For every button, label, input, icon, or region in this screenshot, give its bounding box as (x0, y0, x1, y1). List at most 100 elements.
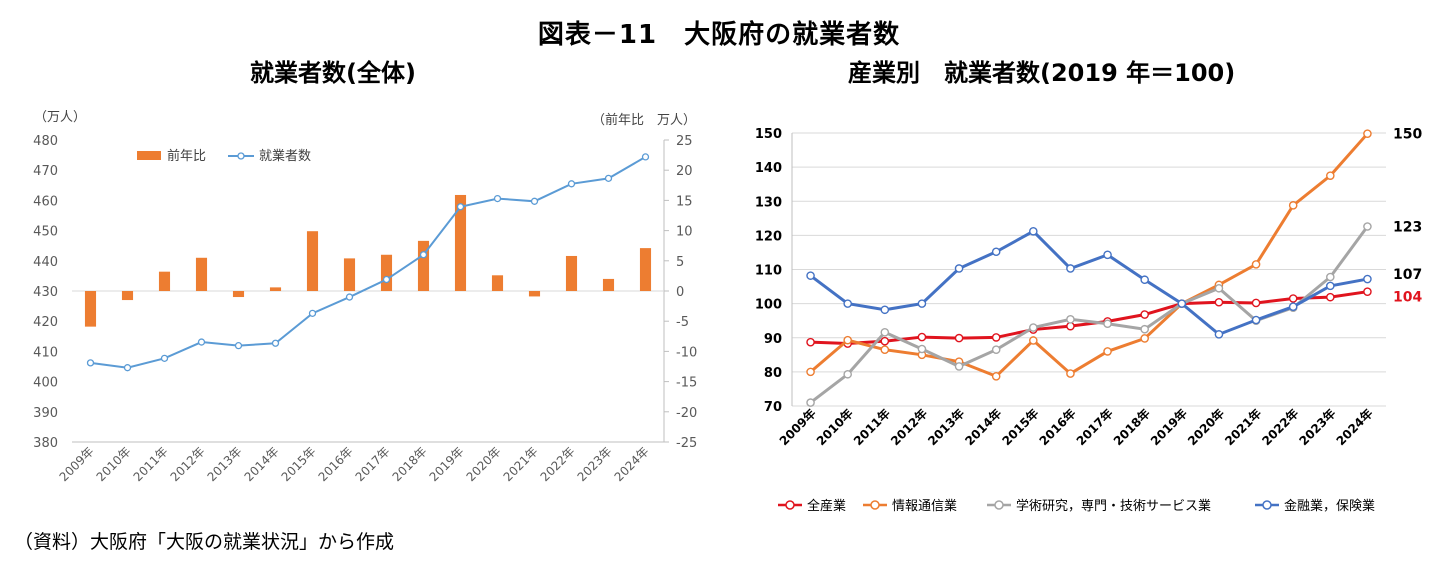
point-employed (271, 339, 280, 347)
x-tick-label: 2021年 (501, 444, 541, 484)
point-info-comm (1029, 336, 1038, 345)
point-info-comm (880, 345, 890, 354)
point-all-industries (1363, 287, 1372, 296)
legend-marker-employed (237, 152, 245, 160)
x-tick-label: 2024年 (1333, 406, 1376, 449)
legend-label-academic-research: 学術研究，専門・技術サービス業 (1016, 498, 1211, 514)
point-finance-insurance (1140, 275, 1149, 285)
y-left-tick-label: 420 (33, 315, 58, 330)
x-tick-label: 2014年 (242, 444, 282, 484)
point-employed (493, 194, 502, 203)
x-tick-label: 2010年 (813, 406, 856, 449)
line-info-comm (809, 132, 1369, 379)
line-academic-research (809, 225, 1369, 404)
y-tick-label: 150 (755, 127, 782, 142)
y-left-tick-label: 450 (33, 225, 58, 240)
point-finance-insurance (1177, 299, 1187, 308)
end-label: 123 (1393, 220, 1422, 236)
x-tick-label: 2017年 (1073, 406, 1116, 449)
y-left-tick-label: 440 (33, 255, 58, 270)
y-left-tick-label: 380 (33, 436, 58, 451)
bar-yoy (269, 287, 282, 291)
y-right-tick-label: 10 (676, 225, 693, 240)
y-right-tick-label: 25 (676, 134, 693, 149)
y-right-tick-label: 5 (676, 255, 684, 270)
point-academic-research (843, 369, 852, 379)
bar-yoy (528, 291, 541, 297)
point-academic-research (1029, 323, 1038, 332)
legend-marker-finance-insurance (1262, 500, 1272, 510)
bar-yoy (417, 240, 430, 291)
point-employed (419, 251, 428, 259)
point-info-comm (1251, 260, 1261, 269)
x-tick-label: 2009年 (57, 444, 97, 484)
y-left-tick-label: 430 (33, 285, 58, 300)
x-tick-label: 2019年 (427, 444, 467, 484)
y-tick-label: 130 (755, 195, 782, 210)
point-all-industries (1214, 297, 1224, 307)
bar-yoy (306, 231, 319, 291)
x-tick-label: 2014年 (962, 406, 1005, 449)
point-finance-insurance (1214, 330, 1224, 339)
y-right-tick-label: 15 (676, 194, 693, 209)
x-tick-label: 2024年 (612, 444, 652, 484)
point-all-industries (1066, 321, 1075, 331)
legend-marker-academic-research (994, 500, 1004, 510)
employment-total-chart: （万人） （前年比 万人） 480 470 460 450 440 430 420 410 400 3… (33, 110, 697, 484)
y-tick-label: 90 (764, 332, 782, 347)
legend-label-finance-insurance: 金融業，保険業 (1284, 498, 1375, 514)
point-employed (197, 338, 206, 346)
point-finance-insurance (1363, 274, 1372, 284)
legend-label-yoy: 前年比 (167, 148, 206, 164)
x-tick-label: 2012年 (168, 444, 208, 484)
point-academic-research (1363, 222, 1372, 231)
x-tick-label: 2022年 (1259, 406, 1302, 449)
point-finance-insurance (1029, 226, 1038, 236)
legend-label-info-comm: 情報通信業 (892, 498, 957, 514)
right-axis-unit: （前年比 万人） (592, 112, 696, 128)
point-finance-insurance (991, 247, 1001, 257)
industry-index-chart: 1501401301201101009080702009年2010年2011年2… (755, 127, 1423, 514)
y-left-tick-label: 390 (33, 406, 58, 421)
point-all-industries (1326, 292, 1335, 302)
y-right-tick-label: -5 (676, 315, 689, 330)
point-employed (382, 275, 391, 284)
point-all-industries (1288, 294, 1298, 303)
point-finance-insurance (954, 264, 964, 273)
point-academic-research (1103, 319, 1112, 329)
point-all-industries (1251, 298, 1261, 308)
x-tick-label: 2015年 (279, 444, 319, 484)
source-note: （資料）大阪府「大阪の就業状況」から作成 (14, 531, 395, 553)
y-right-tick-label: 0 (676, 285, 684, 300)
point-employed (345, 293, 354, 301)
point-all-industries (880, 336, 890, 346)
line-finance-insurance (809, 229, 1368, 337)
point-finance-insurance (1288, 302, 1298, 311)
point-all-industries (1140, 310, 1149, 319)
x-tick-label: 2020年 (464, 444, 504, 484)
legend-marker-info-comm (870, 500, 880, 510)
x-tick-label: 2009年 (776, 406, 819, 449)
legend-label-employed: 就業者数 (259, 148, 311, 164)
x-tick-label: 2013年 (205, 444, 245, 484)
right-chart-title: 産業別 就業者数(2019 年＝100) (848, 59, 1236, 87)
y-right-tick-label: -25 (676, 436, 697, 451)
point-all-industries (954, 333, 964, 343)
point-employed (160, 354, 169, 362)
x-tick-label: 2018年 (1110, 406, 1153, 449)
x-tick-label: 2012年 (887, 406, 930, 449)
point-academic-research (1214, 283, 1224, 293)
point-employed (530, 197, 539, 205)
point-info-comm (1363, 129, 1372, 138)
figure-title: 図表－11 大阪府の就業者数 (537, 20, 901, 50)
bar-yoy (454, 194, 467, 291)
x-tick-label: 2013年 (924, 406, 967, 449)
point-employed (123, 364, 132, 372)
bar-yoy (602, 278, 615, 291)
x-tick-label: 2021年 (1221, 406, 1264, 449)
y-tick-label: 110 (755, 264, 782, 279)
left-chart-title: 就業者数(全体) (250, 59, 416, 87)
point-academic-research (1326, 272, 1335, 282)
point-employed (567, 180, 576, 188)
bar-yoy (491, 275, 504, 291)
